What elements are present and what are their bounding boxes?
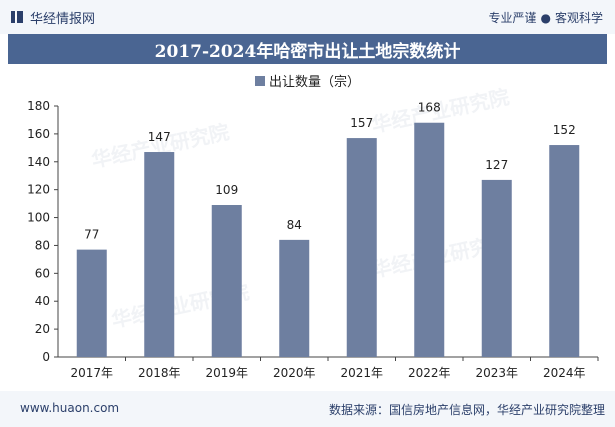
data-label: 157 <box>350 116 373 130</box>
legend-label: 出让数量（宗） <box>268 75 360 90</box>
y-tick-label: 140 <box>27 155 50 169</box>
tagline: 专业严谨 ● 客观科学 <box>488 9 603 26</box>
tagline-left: 专业严谨 <box>488 11 537 25</box>
x-tick-label: 2020年 <box>273 366 316 380</box>
x-tick-label: 2019年 <box>205 366 248 380</box>
brand[interactable]: 华经情报网 <box>10 8 96 27</box>
bar <box>279 239 310 357</box>
data-label: 109 <box>215 183 238 197</box>
footer: www.huaon.com 数据来源：国信房地产信息网，华经产业研究院整理 <box>0 391 615 427</box>
y-tick-label: 180 <box>27 99 50 113</box>
chart-legend: 出让数量（宗） <box>0 71 615 90</box>
top-bar: 华经情报网 专业严谨 ● 客观科学 <box>0 0 615 34</box>
footer-url[interactable]: www.huaon.com <box>20 401 120 415</box>
data-label: 168 <box>418 101 441 115</box>
data-label: 77 <box>84 228 99 242</box>
x-tick-label: 2023年 <box>475 366 518 380</box>
data-label: 127 <box>485 158 508 172</box>
data-label: 152 <box>553 123 576 137</box>
x-tick-label: 2021年 <box>340 366 383 380</box>
tagline-right: 客观科学 <box>554 11 603 25</box>
y-tick-label: 0 <box>42 350 50 364</box>
dot-separator-icon: ● <box>540 11 551 25</box>
data-label: 147 <box>148 130 171 144</box>
bar <box>346 138 377 357</box>
legend-swatch-icon <box>254 75 265 86</box>
data-label: 84 <box>287 218 302 232</box>
y-tick-label: 40 <box>35 294 50 308</box>
bar <box>414 122 445 357</box>
x-tick-label: 2018年 <box>138 366 181 380</box>
y-tick-label: 160 <box>27 127 50 141</box>
y-tick-label: 100 <box>27 211 50 225</box>
x-tick-label: 2022年 <box>408 366 451 380</box>
y-tick-label: 120 <box>27 183 50 197</box>
y-tick-label: 80 <box>35 238 50 252</box>
brand-name: 华经情报网 <box>30 11 96 27</box>
footer-source: 数据来源：国信房地产信息网，华经产业研究院整理 <box>328 403 605 417</box>
chart-title-bar: 2017-2024年哈密市出让土地宗数统计 <box>8 34 607 64</box>
x-tick-label: 2017年 <box>70 366 113 380</box>
x-tick-label: 2024年 <box>543 366 586 380</box>
y-tick-label: 20 <box>35 322 50 336</box>
bar <box>144 152 175 357</box>
bar <box>76 249 107 357</box>
bar <box>549 145 580 357</box>
brand-logo-icon <box>11 11 23 23</box>
y-tick-label: 60 <box>35 266 50 280</box>
bar <box>481 179 512 357</box>
chart-title: 2017-2024年哈密市出让土地宗数统计 <box>154 41 461 62</box>
bar <box>211 205 242 357</box>
